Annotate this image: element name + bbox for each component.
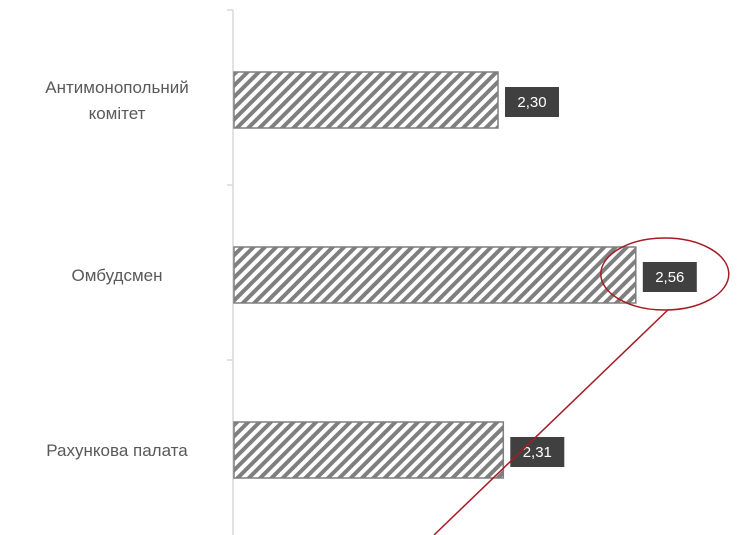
category-label-0: Антимонопольний комітет <box>45 78 188 123</box>
bar-1 <box>233 246 637 304</box>
category-label-2: Рахункова палата <box>46 441 188 460</box>
data-label-box-1 <box>642 262 697 292</box>
highlight-ellipse <box>600 237 730 311</box>
category-label-1: Омбудсмен <box>72 266 163 285</box>
data-label-box-0 <box>505 87 559 117</box>
bar-2 <box>233 421 505 479</box>
data-label-0: 2,30 <box>517 94 546 111</box>
callout-pointer-line <box>433 309 669 535</box>
data-label-2: 2,31 <box>523 444 552 461</box>
data-label-1: 2,56 <box>655 269 684 286</box>
bar-0 <box>233 71 499 129</box>
